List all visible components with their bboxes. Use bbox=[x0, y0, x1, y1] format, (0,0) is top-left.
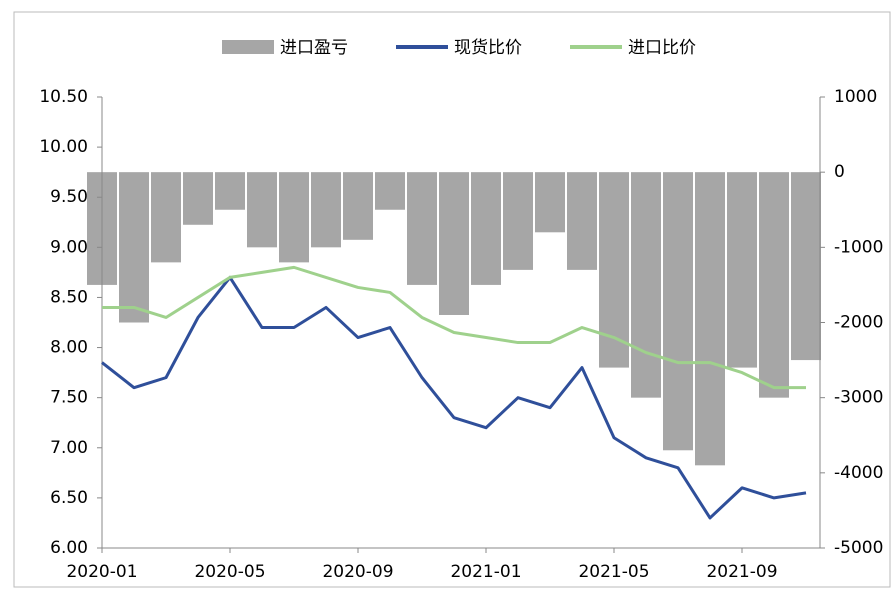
y2-tick-label: 1000 bbox=[834, 87, 877, 107]
bar bbox=[631, 172, 661, 398]
bar bbox=[471, 172, 501, 285]
y2-tick-label: -5000 bbox=[834, 538, 883, 558]
y2-tick-label: -2000 bbox=[834, 313, 883, 333]
x-tick-label: 2021-05 bbox=[578, 562, 649, 582]
y2-tick-label: -4000 bbox=[834, 463, 883, 483]
frame bbox=[13, 11, 891, 588]
y2-tick-label: -3000 bbox=[834, 388, 883, 408]
y-tick-label: 6.50 bbox=[50, 488, 88, 508]
y2-tick-label: -1000 bbox=[834, 237, 883, 257]
bar bbox=[695, 172, 725, 466]
bar bbox=[503, 172, 533, 270]
bar bbox=[791, 172, 821, 361]
y-tick-label: 9.00 bbox=[50, 237, 88, 257]
x-tick-label: 2021-01 bbox=[450, 562, 521, 582]
bar bbox=[759, 172, 789, 398]
bar bbox=[567, 172, 597, 270]
bar bbox=[183, 172, 213, 225]
y-tick-label: 6.00 bbox=[50, 538, 88, 558]
x-tick-label: 2020-05 bbox=[194, 562, 265, 582]
x-tick-label: 2020-01 bbox=[66, 562, 137, 582]
y-tick-label: 10.00 bbox=[39, 137, 88, 157]
bar bbox=[663, 172, 693, 451]
x-tick-label: 2021-09 bbox=[706, 562, 777, 582]
bar bbox=[727, 172, 757, 368]
y-tick-label: 7.00 bbox=[50, 438, 88, 458]
bar bbox=[215, 172, 245, 210]
y-tick-label: 7.50 bbox=[50, 388, 88, 408]
bar bbox=[247, 172, 277, 248]
bar bbox=[375, 172, 405, 210]
y2-tick-label: 0 bbox=[834, 162, 845, 182]
legend-label: 进口盈亏 bbox=[280, 38, 348, 58]
y-tick-label: 8.50 bbox=[50, 287, 88, 307]
bar bbox=[119, 172, 149, 323]
bar bbox=[535, 172, 565, 233]
y-tick-label: 9.50 bbox=[50, 187, 88, 207]
bar bbox=[279, 172, 309, 263]
line bbox=[101, 275, 807, 520]
x-tick-label: 2020-09 bbox=[322, 562, 393, 582]
bar bbox=[311, 172, 341, 248]
y-tick-label: 8.00 bbox=[50, 338, 88, 358]
legend-swatch bbox=[222, 40, 274, 54]
bar bbox=[343, 172, 373, 240]
legend-label: 现货比价 bbox=[454, 38, 522, 58]
bar bbox=[151, 172, 181, 263]
bar bbox=[407, 172, 437, 285]
y-tick-label: 10.50 bbox=[39, 87, 88, 107]
legend-label: 进口比价 bbox=[628, 38, 696, 58]
bar bbox=[439, 172, 469, 315]
line bbox=[102, 265, 806, 390]
